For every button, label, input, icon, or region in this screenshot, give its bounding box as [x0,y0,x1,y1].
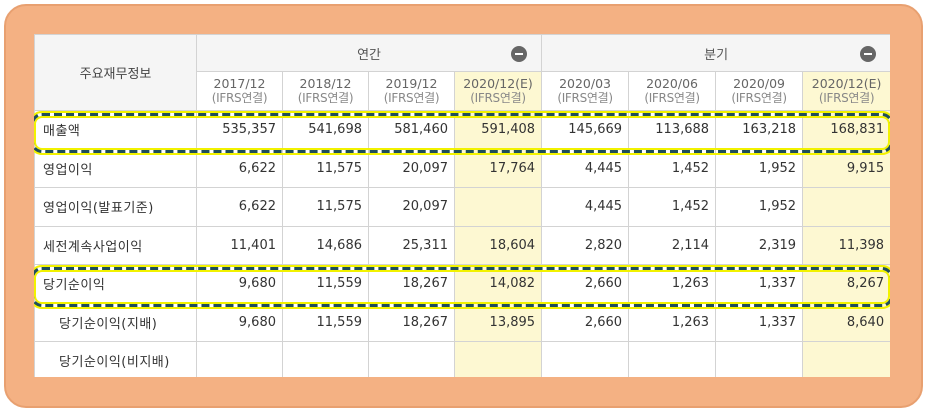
table-cell: 25,311 [368,225,455,265]
period-header: 2017/12 (IFRS연결) [196,71,283,111]
table-cell: 1,452 [628,148,717,188]
table-cell: 20,097 [368,148,455,188]
table-cell: 168,831 [802,110,890,150]
table-cell: 1,337 [715,264,804,304]
row-label[interactable]: 영업이익 [34,148,197,188]
financial-summary-panel: 주요재무정보 연간 분기 2017/12 (IFRS연결) 2018/12 (IFR… [34,34,890,377]
table-cell: 541,698 [282,110,369,150]
row-label[interactable]: 영업이익(발표기준) [34,187,197,227]
table-cell [282,341,369,377]
period-header: 2020/06 (IFRS연결) [628,71,717,111]
period-header: 2020/03 (IFRS연결) [541,71,630,111]
table-row: 영업이익(발표기준) 6,622 11,575 20,097 4,445 1,452 1,9… [34,187,890,227]
table-cell: 591,408 [453,110,543,150]
table-row: 영업이익 6,622 11,575 20,097 17,764 4,445 1,452 1,9… [34,148,890,188]
annual-group-header: 연간 [195,34,543,72]
table-cell [453,341,543,377]
table-cell: 2,319 [715,225,804,265]
table-cell: 17,764 [453,148,543,188]
period-header: 2019/12 (IFRS연결) [368,71,455,111]
annual-group-label: 연간 [357,47,381,63]
table-cell [628,341,717,377]
quarter-group-header: 분기 [541,34,890,72]
table-cell: 1,452 [628,187,717,227]
table-cell: 8,640 [802,302,890,342]
table-cell: 18,267 [368,264,455,304]
table-cell: 2,114 [628,225,717,265]
row-label[interactable]: 당기순이익(비지배) [34,341,197,377]
quarter-group-label: 분기 [704,47,729,63]
table-row: 당기순이익(지배) 9,680 11,559 18,267 13,895 2,660 1,2… [34,302,890,342]
table-cell: 11,559 [282,302,369,342]
table-cell [453,187,543,227]
table-cell: 1,952 [715,187,804,227]
period-header-estimate: 2020/12(E) (IFRS연결) [453,71,543,111]
table-cell: 11,575 [282,148,369,188]
table-row: 세전계속사업이익 11,401 14,686 25,311 18,604 2,820 2,1… [34,225,890,265]
table-cell: 163,218 [715,110,804,150]
table-cell: 20,097 [368,187,455,227]
collapse-quarter-icon[interactable] [860,46,877,62]
table-cell: 14,082 [453,264,543,304]
table-cell: 6,622 [196,148,283,188]
table-cell: 11,398 [802,225,890,265]
table-cell [541,341,630,377]
period-header: 2020/09 (IFRS연결) [715,71,804,111]
table-cell: 1,263 [628,302,717,342]
row-label[interactable]: 세전계속사업이익 [34,225,197,265]
table-cell [368,341,455,377]
table-cell [802,187,890,227]
period-header: 2018/12 (IFRS연결) [282,71,369,111]
table-cell: 1,337 [715,302,804,342]
table-cell: 2,660 [541,302,630,342]
table-cell: 113,688 [628,110,717,150]
table-cell [802,341,890,377]
table-cell: 4,445 [541,148,630,188]
table-cell: 2,820 [541,225,630,265]
table-cell: 18,604 [453,225,543,265]
collapse-annual-icon[interactable] [511,46,528,62]
highlight-net-income-row [34,265,890,309]
financial-table: 주요재무정보 연간 분기 2017/12 (IFRS연결) 2018/12 (IFR… [34,34,890,377]
row-label[interactable]: 당기순이익 [34,264,197,304]
highlight-revenue-row [34,111,890,155]
table-cell: 9,680 [196,302,283,342]
table-cell: 9,915 [802,148,890,188]
table-cell: 4,445 [541,187,630,227]
table-cell: 6,622 [196,187,283,227]
table-cell [196,341,283,377]
table-cell: 13,895 [453,302,543,342]
table-cell: 1,263 [628,264,717,304]
table-cell: 18,267 [368,302,455,342]
table-cell [715,341,804,377]
table-cell: 11,575 [282,187,369,227]
table-cell: 1,952 [715,148,804,188]
period-header-estimate: 2020/12(E) (IFRS연결) [802,71,890,111]
table-cell: 14,686 [282,225,369,265]
table-cell: 11,401 [196,225,283,265]
row-label[interactable]: 당기순이익(지배) [34,302,197,342]
table-corner-label: 주요재무정보 [34,34,197,111]
table-row: 당기순이익(비지배) [34,341,890,377]
